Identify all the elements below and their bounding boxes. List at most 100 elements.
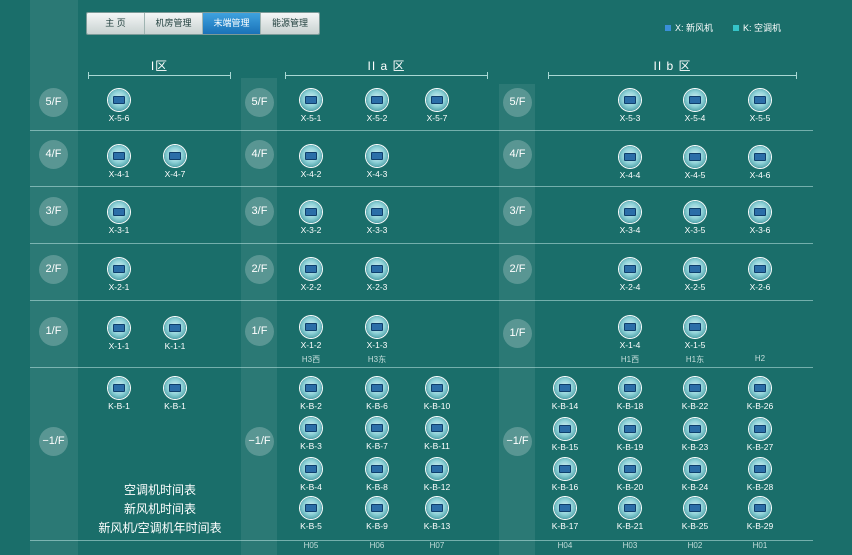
- unit-button[interactable]: K-B-29: [740, 497, 780, 531]
- unit-button[interactable]: X-2-2: [291, 258, 331, 292]
- unit-button[interactable]: X-1-2: [291, 316, 331, 350]
- area-label: H01: [752, 541, 768, 550]
- unit-button[interactable]: K-B-16: [545, 458, 585, 492]
- unit-button[interactable]: X-2-6: [740, 258, 780, 292]
- unit-id: X-3-1: [108, 225, 130, 235]
- unit-button[interactable]: X-5-4: [675, 89, 715, 123]
- unit-button[interactable]: K-B-18: [610, 377, 650, 411]
- unit-button[interactable]: X-5-5: [740, 89, 780, 123]
- unit-button[interactable]: K-B-7: [357, 417, 397, 451]
- annual-schedule-link[interactable]: 新风机/空调机年时间表: [98, 521, 222, 535]
- unit-button[interactable]: X-4-3: [357, 145, 397, 179]
- unit-id: X-2-4: [619, 282, 641, 292]
- unit-id: X-5-1: [300, 113, 322, 123]
- unit-button[interactable]: X-4-2: [291, 145, 331, 179]
- unit-button[interactable]: X-5-1: [291, 89, 331, 123]
- tab-terminal-management[interactable]: 末端管理: [203, 13, 261, 34]
- unit-button[interactable]: K-B-5: [291, 497, 331, 531]
- floor-badge-b1[interactable]: −1/F: [39, 427, 68, 456]
- unit-button[interactable]: X-4-1: [99, 145, 139, 179]
- floor-badge-3f[interactable]: 3/F: [503, 197, 532, 226]
- tab-machine-room[interactable]: 机房管理: [145, 13, 203, 34]
- floor-badge-3f[interactable]: 3/F: [245, 197, 274, 226]
- floor-badge-2f[interactable]: 2/F: [245, 255, 274, 284]
- unit-button[interactable]: X-1-4: [610, 316, 650, 350]
- unit-button[interactable]: X-4-4: [610, 146, 650, 180]
- floor-badge-5f[interactable]: 5/F: [39, 88, 68, 117]
- unit-button[interactable]: X-3-1: [99, 201, 139, 235]
- unit-button[interactable]: K-B-14: [545, 377, 585, 411]
- unit-button[interactable]: K-B-15: [545, 418, 585, 452]
- unit-id: X-1-5: [684, 340, 706, 350]
- floor-badge-2f[interactable]: 2/F: [39, 255, 68, 284]
- unit-button[interactable]: X-5-2: [357, 89, 397, 123]
- unit-button[interactable]: K-B-17: [545, 497, 585, 531]
- unit-button[interactable]: X-3-3: [357, 201, 397, 235]
- unit-button[interactable]: K-B-4: [291, 458, 331, 492]
- floor-badge-2f[interactable]: 2/F: [503, 255, 532, 284]
- floor-badge-4f[interactable]: 4/F: [39, 140, 68, 169]
- floor-badge-4f[interactable]: 4/F: [245, 140, 274, 169]
- unit-button[interactable]: K-B-24: [675, 458, 715, 492]
- ac-unit-icon: [749, 497, 771, 519]
- unit-button[interactable]: K-B-25: [675, 497, 715, 531]
- unit-button[interactable]: K-B-20: [610, 458, 650, 492]
- unit-id: X-2-1: [108, 282, 130, 292]
- unit-button[interactable]: X-5-7: [417, 89, 457, 123]
- unit-button[interactable]: K-B-2: [291, 377, 331, 411]
- unit-button[interactable]: X-2-4: [610, 258, 650, 292]
- unit-button[interactable]: K-B-22: [675, 377, 715, 411]
- ac-unit-icon: [554, 458, 576, 480]
- unit-button[interactable]: K-B-10: [417, 377, 457, 411]
- unit-button[interactable]: K-B-8: [357, 458, 397, 492]
- unit-button[interactable]: X-4-6: [740, 146, 780, 180]
- unit-button[interactable]: K-B-19: [610, 418, 650, 452]
- unit-button[interactable]: X-4-5: [675, 146, 715, 180]
- unit-button[interactable]: K-B-9: [357, 497, 397, 531]
- fresh-air-unit-icon: [749, 89, 771, 111]
- floor-badge-1f[interactable]: 1/F: [245, 317, 274, 346]
- unit-button[interactable]: K-B-27: [740, 418, 780, 452]
- unit-button[interactable]: K-B-1: [99, 377, 139, 411]
- ac-schedule-link[interactable]: 空调机时间表: [123, 483, 196, 497]
- tab-home[interactable]: 主 页: [87, 13, 145, 34]
- unit-button[interactable]: X-1-5: [675, 316, 715, 350]
- unit-button[interactable]: K-B-26: [740, 377, 780, 411]
- unit-button[interactable]: X-3-6: [740, 201, 780, 235]
- unit-button[interactable]: X-2-1: [99, 258, 139, 292]
- floor-badge-b1[interactable]: −1/F: [503, 427, 532, 456]
- unit-button[interactable]: X-5-3: [610, 89, 650, 123]
- unit-button[interactable]: X-1-3: [357, 316, 397, 350]
- unit-button[interactable]: X-4-7: [155, 145, 195, 179]
- unit-button[interactable]: K-B-21: [610, 497, 650, 531]
- unit-button[interactable]: X-3-2: [291, 201, 331, 235]
- unit-button[interactable]: X-2-3: [357, 258, 397, 292]
- fresh-air-schedule-link[interactable]: 新风机时间表: [123, 502, 196, 516]
- floor-badge-5f[interactable]: 5/F: [245, 88, 274, 117]
- unit-button[interactable]: K-1-1: [155, 317, 195, 351]
- unit-id: X-5-3: [619, 113, 641, 123]
- unit-button[interactable]: K-B-1: [155, 377, 195, 411]
- unit-button[interactable]: K-B-28: [740, 458, 780, 492]
- unit-button[interactable]: K-B-23: [675, 418, 715, 452]
- unit-id: K-B-1: [108, 401, 130, 411]
- floor-badge-5f[interactable]: 5/F: [503, 88, 532, 117]
- unit-id: X-3-2: [300, 225, 322, 235]
- unit-button[interactable]: X-1-1: [99, 317, 139, 351]
- unit-id: K-B-6: [366, 401, 388, 411]
- unit-button[interactable]: X-2-5: [675, 258, 715, 292]
- floor-badge-1f[interactable]: 1/F: [39, 317, 68, 346]
- unit-button[interactable]: K-B-13: [417, 497, 457, 531]
- unit-button[interactable]: X-5-6: [99, 89, 139, 123]
- floor-badge-4f[interactable]: 4/F: [503, 140, 532, 169]
- unit-button[interactable]: K-B-3: [291, 417, 331, 451]
- unit-button[interactable]: X-3-4: [610, 201, 650, 235]
- floor-badge-b1[interactable]: −1/F: [245, 427, 274, 456]
- unit-button[interactable]: X-3-5: [675, 201, 715, 235]
- floor-badge-1f[interactable]: 1/F: [503, 319, 532, 348]
- unit-button[interactable]: K-B-12: [417, 458, 457, 492]
- unit-button[interactable]: K-B-6: [357, 377, 397, 411]
- tab-energy-management[interactable]: 能源管理: [261, 13, 319, 34]
- floor-badge-3f[interactable]: 3/F: [39, 197, 68, 226]
- unit-button[interactable]: K-B-11: [417, 417, 457, 451]
